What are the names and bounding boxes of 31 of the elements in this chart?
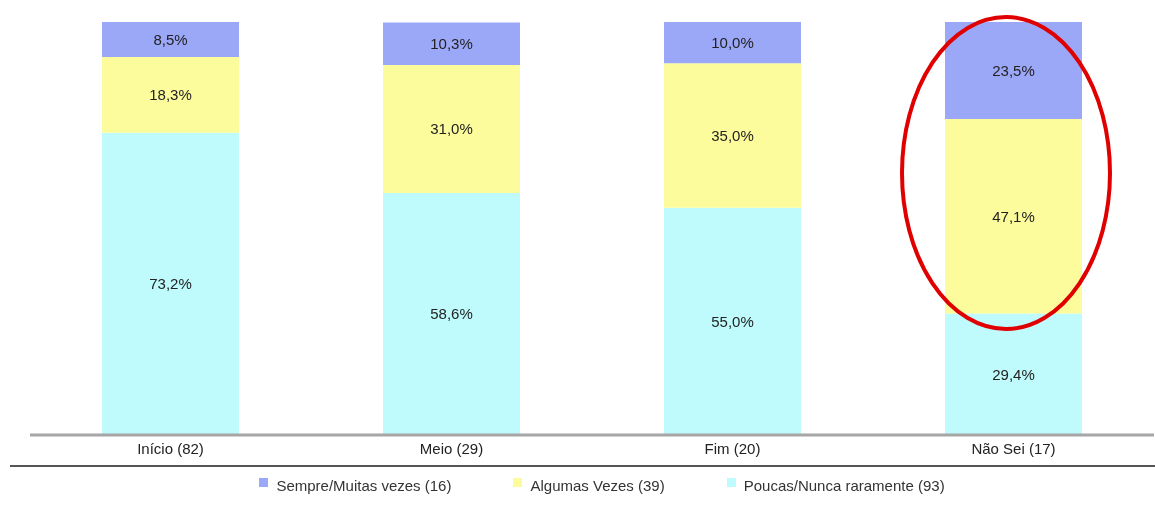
bar — [945, 22, 1082, 120]
bar — [102, 57, 239, 133]
bar — [664, 63, 801, 208]
bar — [664, 207, 801, 435]
bar — [102, 132, 239, 435]
x-tick-label: Fim (20) — [704, 439, 761, 457]
x-tick-label: Não Sei (17) — [971, 439, 1056, 457]
bar — [945, 313, 1082, 435]
x-tick-label: Início (82) — [137, 439, 204, 457]
data-label: 18,3% — [149, 86, 192, 104]
legend-label: Sempre/Muitas vezes (16) — [276, 477, 452, 494]
bar — [383, 64, 520, 193]
bar — [945, 119, 1082, 314]
data-label: 10,3% — [430, 35, 473, 53]
data-label: 8,5% — [153, 30, 188, 48]
bar — [383, 192, 520, 435]
bar — [102, 22, 239, 58]
data-label: 55,0% — [711, 312, 754, 330]
data-label: 58,6% — [430, 305, 473, 323]
bar — [383, 22, 520, 65]
data-label: 23,5% — [992, 61, 1035, 79]
data-label: 29,4% — [992, 365, 1035, 383]
legend-label: Algumas Vezes (39) — [530, 477, 665, 494]
data-label: 10,0% — [711, 33, 754, 51]
x-tick-label: Meio (29) — [419, 439, 484, 457]
data-label: 73,2% — [149, 275, 192, 293]
data-label: 35,0% — [711, 126, 754, 144]
legend-label: Poucas/Nunca raramente (93) — [743, 477, 945, 494]
data-label: 31,0% — [430, 120, 473, 138]
bar — [664, 22, 801, 64]
data-label: 47,1% — [992, 207, 1035, 225]
